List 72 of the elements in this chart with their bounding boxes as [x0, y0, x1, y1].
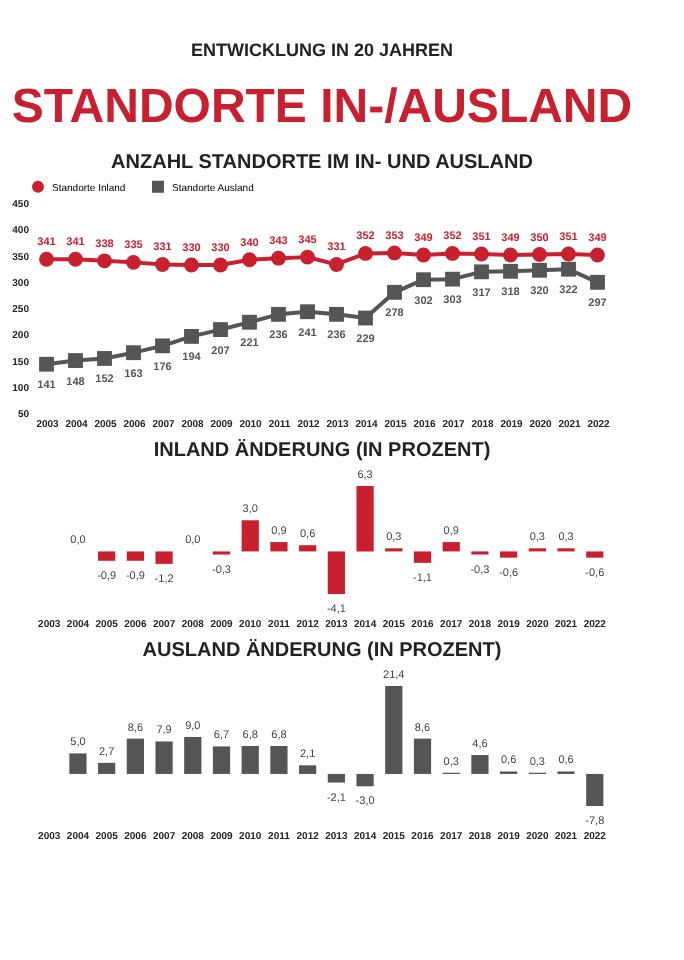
- bar: [586, 551, 604, 558]
- point: [213, 322, 228, 337]
- point: [387, 284, 402, 300]
- point: [387, 245, 402, 261]
- bar: [413, 738, 432, 774]
- point: [590, 247, 605, 263]
- point: [155, 338, 170, 354]
- point: [271, 306, 286, 322]
- point: [358, 246, 373, 261]
- bar: [270, 542, 288, 552]
- point: [329, 257, 344, 272]
- point: [271, 250, 286, 266]
- point: [184, 328, 199, 344]
- bar: [299, 545, 317, 552]
- bar: [586, 773, 604, 806]
- point: [474, 264, 489, 280]
- point: [39, 251, 54, 267]
- point: [445, 271, 460, 287]
- bar: [327, 773, 345, 783]
- point: [329, 306, 344, 322]
- bar: [241, 520, 259, 552]
- point: [474, 246, 489, 262]
- point: [242, 252, 257, 268]
- bar: [299, 765, 317, 774]
- point: [503, 263, 518, 279]
- bar: [385, 686, 403, 774]
- point: [213, 257, 228, 273]
- bar: [356, 486, 374, 552]
- point: [561, 246, 576, 262]
- point: [416, 272, 431, 288]
- point: [39, 356, 54, 372]
- bar: [126, 551, 144, 561]
- point: [126, 345, 141, 361]
- point: [242, 314, 257, 330]
- bar: [500, 551, 518, 558]
- point: [300, 304, 315, 320]
- text: ENTWICKLUNG IN 20 JAHREN: [190, 40, 454, 60]
- point: [155, 257, 170, 272]
- bar: [442, 542, 460, 552]
- bar: [471, 755, 489, 774]
- bar: [155, 551, 173, 564]
- point: [416, 247, 431, 263]
- text: STANDORTE IN-/AUSLAND: [11, 80, 633, 134]
- point: [532, 247, 547, 262]
- point: [590, 274, 605, 290]
- bar: [184, 736, 202, 774]
- bar: [98, 551, 116, 561]
- bar: [212, 746, 231, 774]
- bar: [241, 746, 259, 774]
- bar: [69, 753, 87, 774]
- bar: [270, 746, 288, 774]
- point: [532, 262, 547, 278]
- point: [68, 251, 83, 267]
- bar: [356, 773, 374, 787]
- bar: [327, 551, 345, 594]
- bar: [98, 762, 116, 774]
- point: [358, 310, 373, 326]
- point: [300, 249, 315, 265]
- point: [97, 351, 112, 366]
- point: [97, 253, 112, 269]
- chart-title: AUSLAND ÄNDERUNG (IN PROZENT): [142, 638, 502, 662]
- point: [503, 247, 518, 263]
- bar: [155, 741, 173, 774]
- point: [445, 246, 460, 261]
- chart-title: INLAND ÄNDERUNG (IN PROZENT): [153, 438, 491, 462]
- point: [184, 257, 199, 273]
- point: [68, 353, 83, 368]
- bar: [413, 551, 432, 563]
- point: [561, 261, 576, 277]
- bar: [126, 738, 144, 774]
- chart-title: ANZAHL STANDORTE IM IN- UND AUSLAND: [111, 152, 533, 174]
- point: [126, 254, 141, 270]
